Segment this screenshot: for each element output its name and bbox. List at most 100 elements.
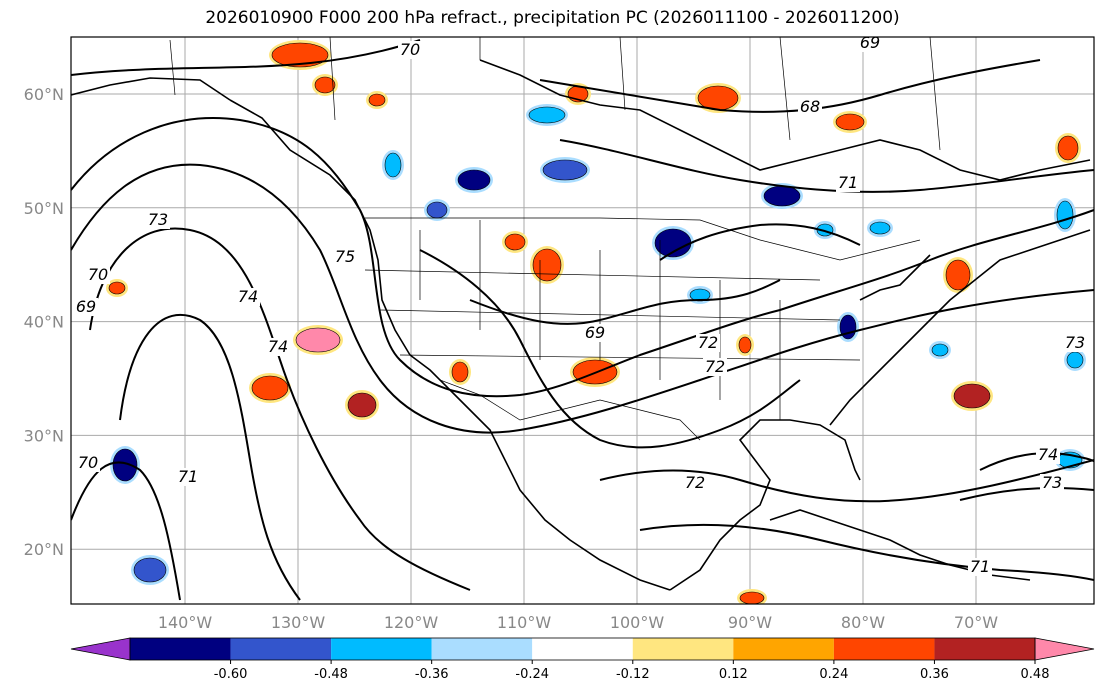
precip-anomaly	[931, 343, 949, 357]
refractivity-contours	[71, 39, 1094, 601]
colorbar-label: -0.60	[214, 667, 248, 682]
contour-label: 71	[970, 557, 990, 576]
contour-label-bg	[398, 41, 422, 59]
colorbar-label: 0.48	[1021, 667, 1050, 682]
contour-label-bg	[798, 98, 822, 116]
contour-label: 69	[76, 297, 96, 316]
contour-label: 72	[705, 357, 725, 376]
contour-label: 69	[860, 33, 880, 52]
colorbar-segment	[331, 638, 432, 660]
colorbar-segment	[130, 638, 231, 660]
contour-label: 68	[800, 97, 820, 116]
colorbar-segment	[833, 638, 935, 660]
precip-anomaly	[1056, 200, 1074, 230]
precip-anomaly	[835, 113, 865, 131]
colorbar-segment	[632, 638, 734, 660]
precip-anomaly	[368, 93, 386, 107]
lat-label: 20°N	[24, 540, 64, 559]
lon-label: 70°W	[954, 613, 998, 632]
contour-labels: 70 69 68 71 73 75 74 74 70 69 69 72 72 71 70 72 74 73 71 73	[74, 33, 1087, 576]
contour-label-bg	[858, 37, 882, 52]
lon-label: 120°W	[384, 613, 439, 632]
precip-pc-shading	[106, 40, 1086, 604]
contour-label: 69	[585, 323, 605, 342]
precip-anomaly	[953, 383, 991, 409]
contour-label-bg	[836, 174, 860, 192]
contour-label-bg	[74, 298, 98, 316]
borders	[169, 37, 941, 441]
colorbar-label: -0.24	[515, 667, 549, 682]
precip-anomaly	[457, 169, 491, 191]
contour-label-bg	[1040, 474, 1064, 492]
contour-label: 70	[400, 40, 420, 59]
contour-label-bg	[1036, 446, 1060, 464]
longitude-labels: 140°W 130°W 120°W 110°W 100°W 90°W 80°W 70°W	[158, 613, 998, 632]
precip-anomaly	[739, 591, 765, 604]
precip-anomaly	[763, 185, 801, 207]
colorbar: -0.60 -0.48 -0.36 -0.24 -0.12 0.12 0.24 0.36 0.4…	[70, 637, 1095, 682]
contour-label-bg	[146, 211, 170, 229]
precip-anomaly	[1066, 351, 1084, 369]
precip-anomaly	[251, 375, 289, 401]
contour-label: 73	[148, 210, 168, 229]
precip-anomaly	[271, 42, 329, 68]
precip-anomaly	[532, 248, 562, 282]
precip-anomaly	[542, 159, 588, 181]
graticule	[71, 37, 1094, 604]
colorbar-label: 0.24	[819, 667, 848, 682]
colorbar-segment	[532, 638, 633, 660]
colorbar-extend-low	[70, 637, 131, 661]
contour-label-bg	[696, 334, 720, 352]
colorbar-label: -0.12	[616, 667, 650, 682]
contour-label: 73	[1065, 333, 1085, 352]
colorbar-label: -0.36	[415, 667, 449, 682]
colorbar-label: -0.48	[314, 667, 348, 682]
contour-label: 71	[178, 467, 198, 486]
contour-label-bg	[703, 358, 727, 376]
contour-label-bg	[176, 468, 200, 486]
contour-label-bg	[968, 558, 992, 576]
precip-anomaly	[314, 76, 336, 94]
precip-anomaly	[869, 221, 891, 235]
latitude-labels: 60°N 50°N 40°N 30°N 20°N	[24, 85, 64, 559]
contour-label: 70	[88, 265, 108, 284]
precip-anomaly	[945, 259, 971, 291]
colorbar-extend-high	[1034, 637, 1095, 661]
lon-label: 90°W	[728, 613, 772, 632]
contour-label: 74	[1038, 445, 1058, 464]
contour-label: 72	[685, 473, 705, 492]
contour-label-bg	[86, 266, 110, 284]
contour-label-bg	[683, 474, 707, 492]
precip-anomaly	[295, 327, 341, 353]
precip-anomaly	[384, 152, 402, 178]
precip-anomaly	[738, 336, 752, 354]
precip-anomaly	[108, 281, 126, 295]
colorbar-segment	[230, 638, 332, 660]
lon-label: 80°W	[841, 613, 885, 632]
precip-anomaly	[133, 557, 167, 583]
contour-label: 72	[698, 333, 718, 352]
contour-label-bg	[583, 324, 607, 342]
precip-anomaly	[347, 392, 377, 418]
colorbar-label: 0.36	[920, 667, 949, 682]
contour-label-bg	[76, 454, 100, 472]
lat-label: 50°N	[24, 199, 64, 218]
contour-label-bg	[266, 338, 290, 356]
lat-label: 60°N	[24, 85, 64, 104]
contour-label-bg	[1063, 334, 1087, 352]
map-title: 2026010900 F000 200 hPa refract., precip…	[205, 8, 900, 28]
precip-anomaly	[112, 448, 138, 482]
lon-label: 100°W	[610, 613, 665, 632]
precip-anomaly	[451, 361, 469, 383]
contour-label-bg	[333, 248, 357, 266]
colorbar-segment	[733, 638, 834, 660]
contour-label: 75	[335, 247, 355, 266]
lat-label: 40°N	[24, 313, 64, 332]
lat-label: 30°N	[24, 426, 64, 445]
lon-label: 130°W	[271, 613, 326, 632]
lon-label: 110°W	[497, 613, 552, 632]
precip-anomaly	[528, 106, 566, 124]
contour-label: 70	[78, 453, 98, 472]
colorbar-segment	[431, 638, 533, 660]
